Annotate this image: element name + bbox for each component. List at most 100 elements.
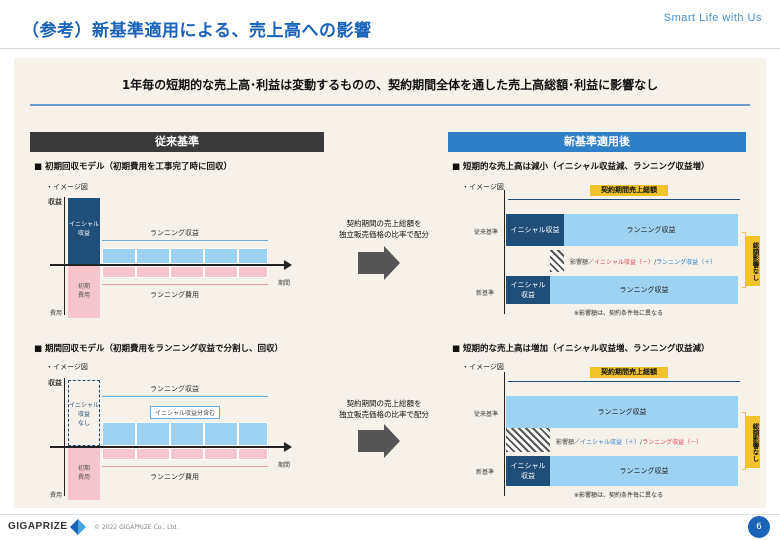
initial-cost-bar-2: 初期 費用 (68, 448, 100, 500)
old-standard-label-2: 従来基準 (474, 411, 499, 418)
running-cost-block-4 (204, 266, 238, 278)
x-axis-arrow-icon (284, 260, 292, 270)
left-section-2-title: ■ 期間回収モデル（初期費用をランニング収益で分割し、回収） (34, 344, 283, 354)
axis-revenue-label: 収益 (48, 198, 62, 206)
old-running-bar-2: ランニング収益 (506, 396, 738, 428)
y-axis (64, 197, 65, 315)
impact-initial-1: イニシャル収益（－） (594, 259, 655, 266)
total-revenue-label-2: 契約期間売上総額 (590, 367, 668, 378)
running-cost-block-2-5 (238, 448, 268, 460)
impact-note-1: ※影響額は、契約条件毎に異なる (574, 310, 664, 317)
running-revenue-label: ランニング収益 (150, 229, 199, 237)
axis-revenue-label-2: 収益 (48, 379, 62, 387)
running-revenue-block-2-4 (204, 422, 238, 446)
total-span-line-1 (508, 199, 740, 200)
impact-hatch-2 (506, 428, 550, 452)
new-standard-label-1: 新基準 (476, 290, 495, 297)
headline-rule (30, 104, 750, 106)
running-revenue-block-2-5 (238, 422, 268, 446)
running-revenue-block-2-1 (102, 422, 136, 446)
allocation-note-2: 契約期間の売上総額を 独立販売価格の比率で配分 (322, 398, 446, 420)
axis-period-label-2: 期間 (278, 462, 291, 469)
allocation-note-1: 契約期間の売上総額を 独立販売価格の比率で配分 (322, 218, 446, 240)
impact-running-1: ランニング収益（＋） (656, 259, 717, 266)
running-cost-block-2-3 (170, 448, 204, 460)
running-cost-block-2 (136, 266, 170, 278)
new-running-bar-2: ランニング収益 (550, 456, 738, 486)
logo-mark-icon (70, 519, 86, 535)
page-number: 6 (748, 516, 770, 538)
new-initial-bar-1: イニシャル 収益 (506, 276, 550, 304)
running-revenue-block-2-2 (136, 422, 170, 446)
initial-cost-bar: 初期 費用 (68, 266, 100, 318)
new-standard-label-2: 新基準 (476, 469, 495, 476)
running-cost-block-1 (102, 266, 136, 278)
running-revenue-bracket-2 (102, 396, 268, 397)
allocation-note-2-line2: 独立販売価格の比率で配分 (339, 410, 429, 419)
left-image-label-2: ・イメージ図 (46, 363, 88, 371)
impact-note-2: ※影響額は、契約条件毎に異なる (574, 492, 664, 499)
new-running-bar-1: ランニング収益 (550, 276, 738, 304)
running-cost-label-2: ランニング費用 (150, 473, 199, 481)
old-standard-label-1: 従来基準 (474, 229, 499, 236)
axis-period-label: 期間 (278, 280, 291, 287)
includes-initial-label: イニシャル収益分含む (150, 406, 221, 419)
running-cost-block-2-2 (136, 448, 170, 460)
total-bracket-2 (742, 412, 746, 470)
allocation-note-1-line1: 契約期間の売上総額を (346, 219, 422, 228)
transition-arrow-1-body (358, 252, 384, 274)
running-cost-block-3 (170, 266, 204, 278)
old-initial-bar-1: イニシャル収益 (506, 214, 564, 246)
running-cost-bracket-2 (102, 466, 268, 467)
copyright: © 2022 GIGAPRIZE Co., Ltd. (94, 524, 179, 531)
impact-prefix-1: 影響額／ (570, 259, 595, 266)
right-section-1-title: ■ 短期的な売上高は減小（イニシャル収益減、ランニング収益増） (452, 162, 710, 172)
no-total-impact-1: 総額影響なし (746, 236, 760, 286)
no-initial-revenue-box: イニシャル 収益 なし (68, 380, 100, 446)
y-axis-2 (64, 378, 65, 496)
brand-tagline: Smart Life with Us (663, 12, 762, 24)
running-revenue-label-2: ランニング収益 (150, 385, 199, 393)
running-revenue-block-2-3 (170, 422, 204, 446)
running-cost-block-2-1 (102, 448, 136, 460)
left-section-1-title: ■ 初期回収モデル（初期費用を工事完了時に回収） (34, 162, 232, 172)
right-section-2-title: ■ 短期的な売上高は増加（イニシャル収益増、ランニング収益減） (452, 344, 710, 354)
running-revenue-block-2 (136, 248, 170, 264)
transition-arrow-1-icon (384, 246, 400, 280)
impact-initial-2: イニシャル収益（＋） (580, 439, 641, 446)
running-revenue-block-4 (204, 248, 238, 264)
right-image-label-1: ・イメージ図 (462, 183, 504, 191)
impact-prefix-2: 影響額／ (556, 439, 581, 446)
right-y-axis-2 (504, 372, 505, 496)
old-running-bar-1: ランニング収益 (564, 214, 738, 246)
right-y-axis-1 (504, 190, 505, 314)
allocation-note-2-line1: 契約期間の売上総額を (346, 399, 422, 408)
running-cost-block-2-4 (204, 448, 238, 460)
impact-label-1: 影響額／イニシャル収益（－）/ランニング収益（＋） (570, 259, 717, 266)
initial-revenue-bar: イニシャル 収益 (68, 198, 100, 264)
total-span-line-2 (508, 381, 740, 382)
new-initial-bar-2: イニシャル 収益 (506, 456, 550, 486)
right-image-label-2: ・イメージ図 (462, 363, 504, 371)
x-axis (50, 264, 286, 266)
impact-label-2: 影響額／イニシャル収益（＋）/ランニング収益（－） (556, 439, 703, 446)
total-revenue-label-1: 契約期間売上総額 (590, 185, 668, 196)
running-revenue-block-1 (102, 248, 136, 264)
x-axis-2 (50, 446, 286, 448)
x-axis-arrow-icon-2 (284, 442, 292, 452)
running-revenue-block-5 (238, 248, 268, 264)
impact-running-2: ランニング収益（－） (642, 439, 703, 446)
transition-arrow-2-icon (384, 424, 400, 458)
total-bracket-1 (742, 232, 746, 288)
footer (0, 514, 780, 540)
allocation-note-1-line2: 独立販売価格の比率で配分 (339, 230, 429, 239)
footer-logo: GIGAPRIZE (8, 521, 68, 532)
left-column-header: 従来基準 (30, 132, 324, 152)
running-revenue-bracket (102, 240, 268, 241)
headline: 1年毎の短期的な売上高･利益は変動するものの、契約期間全体を通した売上高総額･利… (121, 78, 659, 92)
right-column-header: 新基準適用後 (448, 132, 746, 152)
no-total-impact-2: 総額影響なし (746, 416, 760, 468)
axis-expense-label: 費用 (50, 310, 63, 317)
transition-arrow-2-body (358, 430, 384, 452)
page-title: （参考）新基準適用による、売上高への影響 (22, 21, 372, 41)
